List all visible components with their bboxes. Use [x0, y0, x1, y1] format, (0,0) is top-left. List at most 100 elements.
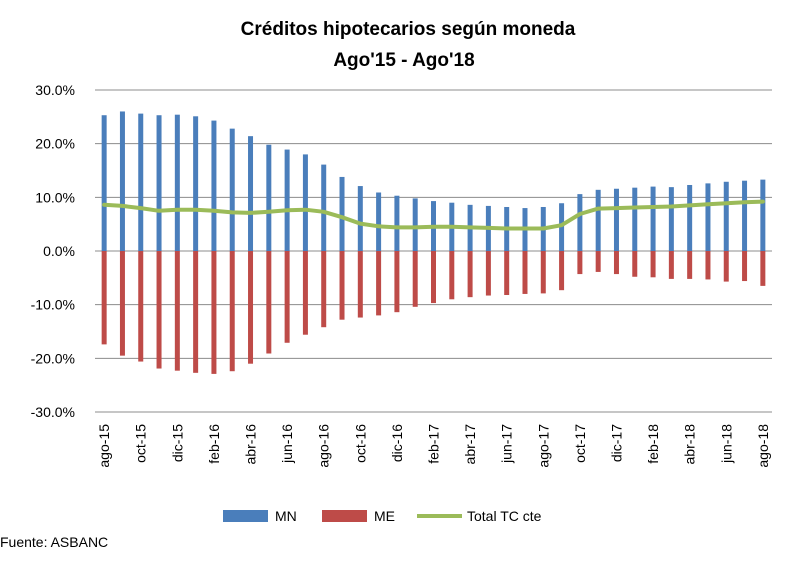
x-tick-label: oct-17 — [572, 424, 588, 463]
bar-me — [248, 251, 254, 364]
bar-mn — [723, 181, 729, 251]
x-tick-label: jun-17 — [499, 424, 515, 464]
bar-me — [577, 251, 583, 275]
bar-me — [229, 251, 235, 372]
x-tick-label: oct-16 — [352, 424, 368, 463]
bar-mn — [357, 186, 363, 251]
y-tick-label: -30.0% — [31, 404, 75, 420]
bar-me — [376, 251, 382, 316]
bar-me — [504, 251, 510, 296]
bar-me — [211, 251, 217, 374]
bar-me — [119, 251, 125, 356]
bar-me — [412, 251, 418, 307]
line-series — [102, 199, 765, 231]
y-tick-label: 30.0% — [35, 82, 75, 98]
bar-me — [595, 251, 601, 272]
bar-me — [138, 251, 144, 362]
bar-mn — [248, 136, 254, 251]
y-tick-label: -20.0% — [31, 350, 75, 366]
legend-label: Total TC cte — [467, 508, 542, 524]
bar-me — [687, 251, 693, 279]
legend: MN ME Total TC cte — [223, 508, 542, 524]
line-total-tc-cte — [102, 199, 765, 231]
bar-me — [613, 251, 619, 275]
bar-me — [266, 251, 272, 354]
bar-mn — [705, 183, 711, 251]
bar-me — [431, 251, 436, 304]
x-tick-label: feb-18 — [645, 424, 661, 464]
bar-me — [632, 251, 638, 277]
bar-me — [302, 251, 308, 335]
x-tick-label: ago-16 — [316, 424, 332, 468]
y-tick-label: 0.0% — [43, 243, 75, 259]
bar-mn — [211, 120, 217, 251]
x-tick-label: ago-15 — [96, 424, 112, 468]
chart-subtitle: Ago'15 - Ago'18 — [333, 50, 474, 71]
bar-mn — [742, 180, 748, 251]
bar-mn — [119, 111, 125, 251]
bar-me — [742, 251, 748, 282]
bar-mn — [650, 186, 656, 251]
bar-mn — [668, 187, 674, 251]
bar-mn — [156, 115, 162, 252]
x-tick-label: dic-16 — [389, 424, 405, 462]
y-tick-label: 20.0% — [35, 136, 75, 152]
legend-swatch — [322, 510, 367, 522]
bar-me — [723, 251, 729, 282]
y-tick-label: -10.0% — [31, 297, 75, 313]
bar-me — [174, 251, 180, 371]
bar-mn — [613, 188, 619, 251]
legend-label: MN — [275, 508, 297, 524]
bar-me — [650, 251, 656, 278]
legend-label: ME — [374, 508, 395, 524]
x-tick-label: dic-17 — [608, 424, 624, 462]
x-tick-label: abr-16 — [243, 424, 259, 465]
bar-me — [339, 251, 345, 320]
bar-mn — [412, 198, 418, 251]
bar-me — [321, 251, 327, 328]
bar-mn — [266, 144, 272, 251]
y-tick-label: 10.0% — [35, 189, 75, 205]
bar-mn — [284, 149, 290, 251]
bar-mn — [687, 184, 693, 251]
bar-me — [668, 251, 674, 279]
bar-me — [357, 251, 363, 318]
gridlines — [95, 89, 772, 413]
legend-swatch — [223, 510, 268, 522]
x-tick-label: ago-17 — [535, 424, 551, 468]
x-tick-label: jun-16 — [279, 424, 295, 464]
x-tick-label: jun-18 — [718, 424, 734, 464]
bar-mn — [595, 189, 601, 251]
x-tick-label: feb-16 — [206, 424, 222, 464]
bar-me — [101, 251, 107, 345]
x-tick-label: abr-18 — [682, 424, 698, 465]
bar-me — [284, 251, 290, 343]
bar-mn — [376, 192, 382, 251]
chart-title: Créditos hipotecarios según moneda — [241, 19, 576, 40]
bar-mn — [394, 195, 400, 251]
bar-me — [559, 251, 565, 291]
bar-me — [705, 251, 711, 280]
source-note: Fuente: ASBANC — [0, 534, 109, 550]
bar-mn — [229, 128, 235, 251]
x-tick-label: dic-15 — [169, 424, 185, 462]
x-tick-label: abr-17 — [462, 424, 478, 465]
bar-mn — [760, 179, 766, 251]
bar-mn — [339, 176, 345, 251]
bar-mn — [302, 154, 308, 251]
x-tick-label: oct-15 — [133, 424, 149, 463]
bar-me — [156, 251, 162, 369]
bars — [101, 111, 766, 374]
bar-me — [394, 251, 400, 313]
x-tick-label: feb-17 — [426, 424, 442, 464]
bar-me — [485, 251, 491, 296]
bar-mn — [174, 114, 180, 251]
bar-mn — [138, 113, 144, 251]
bar-mn — [577, 194, 583, 251]
bar-me — [193, 251, 199, 373]
bar-me — [449, 251, 455, 300]
bar-mn — [101, 115, 107, 252]
bar-me — [522, 251, 528, 294]
bar-me — [467, 251, 473, 298]
